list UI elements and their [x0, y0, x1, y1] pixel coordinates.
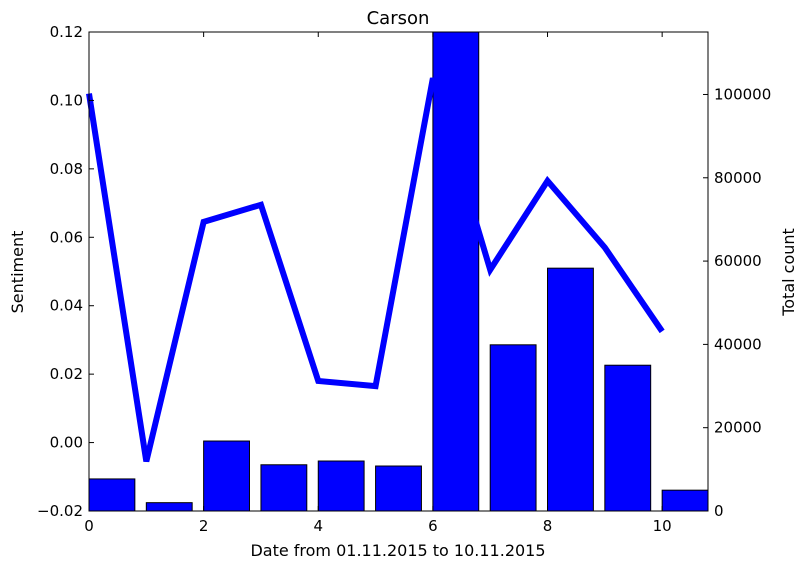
x-tick-label: 8 [543, 517, 553, 535]
bar [375, 465, 422, 512]
bar-series [88, 31, 709, 512]
y-right-tick-label: 80000 [714, 169, 762, 187]
bar [88, 478, 136, 512]
x-axis: 0 2 4 6 8 10 [84, 32, 672, 535]
y-axis-right-label: Total count [779, 228, 798, 317]
bar [547, 267, 594, 512]
chart-title: Carson [367, 8, 430, 29]
y-right-tick-label: 100000 [714, 85, 771, 103]
y-left-tick-label: 0.00 [50, 434, 83, 452]
plot-frame [88, 31, 709, 512]
x-tick-label: 6 [428, 517, 438, 535]
bar [317, 460, 365, 512]
bar [145, 502, 193, 512]
x-tick-label: 10 [653, 517, 672, 535]
bar [604, 364, 652, 512]
y-left-tick-label: 0.06 [50, 228, 83, 246]
y-axis-left: −0.02 0.00 0.02 0.04 0.06 0.08 0.10 0.12 [37, 23, 94, 520]
y-axis-right: 0 20000 40000 60000 80000 100000 [703, 85, 771, 520]
bar [203, 440, 250, 512]
y-left-tick-label: 0.10 [50, 91, 83, 109]
y-right-tick-label: 60000 [714, 252, 762, 270]
bar [489, 344, 537, 512]
y-left-tick-label: 0.12 [50, 23, 83, 41]
y-left-tick-label: 0.04 [50, 297, 83, 315]
y-axis-left-label: Sentiment [8, 231, 27, 314]
x-tick-label: 0 [84, 517, 94, 535]
y-right-tick-label: 40000 [714, 335, 762, 353]
x-axis-label: Date from 01.11.2015 to 10.11.2015 [250, 541, 545, 560]
sentiment-line [86, 77, 665, 463]
x-tick-label: 4 [313, 517, 323, 535]
y-left-tick-label: 0.02 [50, 365, 83, 383]
y-right-tick-label: 20000 [714, 419, 762, 437]
bar [260, 464, 308, 512]
y-right-tick-label: 0 [714, 502, 724, 520]
bar [661, 489, 709, 512]
y-left-tick-label: −0.02 [37, 502, 83, 520]
x-tick-label: 2 [199, 517, 209, 535]
line-series [86, 77, 665, 463]
y-left-tick-label: 0.08 [50, 160, 83, 178]
